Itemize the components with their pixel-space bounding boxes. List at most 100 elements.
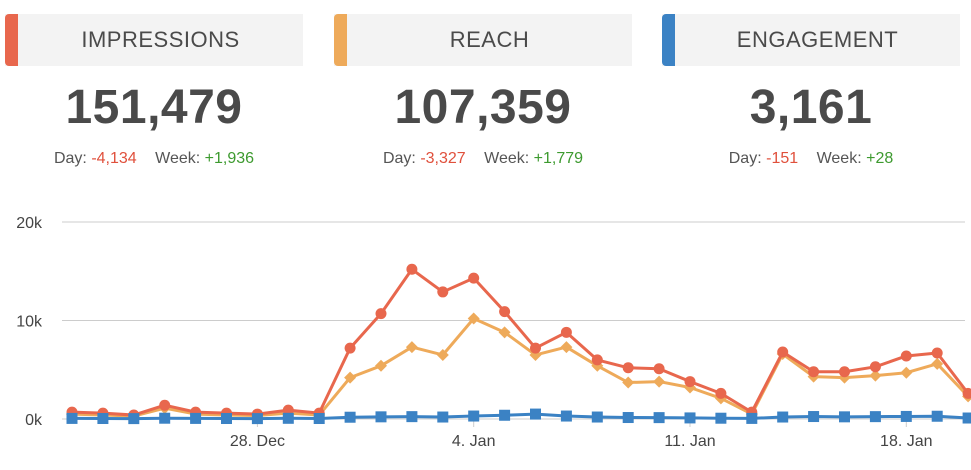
data-point-engagement (437, 411, 449, 423)
x-tick-label: 28. Dec (230, 433, 285, 450)
data-point-engagement (931, 410, 943, 422)
data-point-impressions (808, 366, 820, 378)
data-point-engagement (746, 412, 758, 424)
data-point-engagement (591, 411, 603, 423)
engagement-value: 3,161 (749, 81, 873, 134)
impressions-value: 151,479 (65, 81, 243, 134)
data-point-reach (869, 369, 882, 382)
data-point-impressions (406, 263, 418, 275)
impressions-color-bar (5, 14, 18, 66)
data-point-engagement (282, 412, 294, 424)
data-point-engagement (869, 411, 881, 423)
engagement-color-bar (662, 14, 675, 66)
impressions-title: IMPRESSIONS (81, 27, 240, 52)
x-tick-label: 18. Jan (880, 433, 932, 450)
data-point-engagement (344, 411, 356, 423)
data-point-reach (498, 326, 511, 339)
data-point-engagement (684, 412, 696, 424)
engagement-header[interactable]: ENGAGEMENT (662, 14, 960, 66)
data-point-reach (467, 312, 480, 325)
data-point-impressions (839, 366, 850, 378)
trend-line-chart: 0k 10k 20k 28. Dec 4. Jan 11. Jan 18. Jan (16, 215, 971, 450)
data-point-impressions (715, 387, 727, 399)
week-label: Week: (816, 150, 862, 167)
data-point-engagement (313, 413, 325, 425)
data-point-impressions (900, 350, 912, 362)
data-point-impressions (962, 387, 971, 399)
series-line-reach (71, 317, 970, 418)
data-point-impressions (375, 308, 387, 320)
day-change: -3,327 (420, 150, 466, 167)
reach-value: 107,359 (394, 81, 572, 134)
data-point-reach (653, 375, 666, 388)
x-tick-label: 4. Jan (452, 433, 496, 450)
data-point-engagement (406, 411, 418, 423)
reach-header[interactable]: REACH (334, 14, 632, 66)
data-point-engagement (499, 409, 511, 421)
week-change: +1,936 (204, 150, 255, 167)
data-point-engagement (839, 411, 850, 423)
week-label: Week: (484, 150, 530, 167)
impressions-delta: Day: -4,134 Week: +1,936 (5, 150, 303, 168)
data-point-reach (931, 357, 944, 370)
data-point-impressions (437, 286, 449, 298)
data-point-reach (622, 376, 635, 389)
day-change: -4,134 (91, 150, 137, 167)
data-point-engagement (622, 412, 634, 424)
y-tick-label: 20k (16, 215, 43, 232)
impressions-card: IMPRESSIONS 151,479 Day: -4,134 Week: +1… (5, 14, 303, 174)
week-change: +28 (866, 150, 894, 167)
data-point-engagement (97, 413, 109, 425)
reach-title: REACH (449, 27, 530, 52)
x-tick-label: 11. Jan (664, 433, 715, 450)
data-point-engagement (530, 408, 541, 420)
week-label: Week: (155, 150, 201, 167)
y-tick-label: 0k (25, 412, 43, 429)
data-point-impressions (591, 354, 603, 366)
impressions-header[interactable]: IMPRESSIONS (5, 14, 303, 66)
data-point-impressions (684, 376, 696, 388)
data-point-reach (436, 348, 449, 361)
day-label: Day: (382, 150, 416, 167)
data-point-reach (900, 366, 913, 379)
day-change: -151 (766, 150, 799, 167)
engagement-title: ENGAGEMENT (736, 27, 899, 52)
data-point-engagement (159, 412, 171, 424)
data-point-engagement (221, 413, 232, 425)
data-point-impressions (468, 272, 480, 284)
reach-delta: Day: -3,327 Week: +1,779 (334, 150, 632, 168)
engagement-card: ENGAGEMENT 3,161 Day: -151 Week: +28 (662, 14, 960, 174)
data-point-engagement (66, 412, 78, 424)
data-point-engagement (777, 411, 789, 423)
data-point-impressions (653, 363, 665, 375)
data-point-reach (684, 381, 696, 394)
data-point-impressions (560, 326, 572, 338)
data-point-reach (560, 341, 573, 354)
data-point-engagement (375, 411, 387, 423)
engagement-delta: Day: -151 Week: +28 (662, 150, 960, 168)
y-tick-label: 10k (16, 314, 43, 331)
data-point-reach (344, 371, 357, 384)
data-point-impressions (159, 399, 171, 411)
data-point-engagement (900, 410, 912, 422)
data-point-engagement (808, 411, 820, 423)
data-point-impressions (530, 342, 541, 354)
data-point-reach (375, 359, 387, 372)
data-point-impressions (869, 361, 881, 373)
data-point-engagement (128, 413, 140, 425)
data-point-impressions (777, 346, 789, 358)
week-change: +1,779 (533, 150, 584, 167)
data-point-engagement (715, 412, 727, 424)
data-point-engagement (653, 412, 665, 424)
data-point-impressions (344, 342, 356, 354)
data-point-engagement (560, 410, 572, 422)
day-label: Day: (53, 150, 87, 167)
reach-color-bar (334, 14, 347, 66)
data-point-reach (405, 341, 418, 354)
data-point-engagement (190, 412, 202, 424)
day-label: Day: (728, 150, 762, 167)
data-point-impressions (622, 362, 634, 374)
data-point-engagement (962, 412, 971, 424)
data-point-engagement (468, 410, 480, 422)
reach-card: REACH 107,359 Day: -3,327 Week: +1,779 (334, 14, 632, 174)
